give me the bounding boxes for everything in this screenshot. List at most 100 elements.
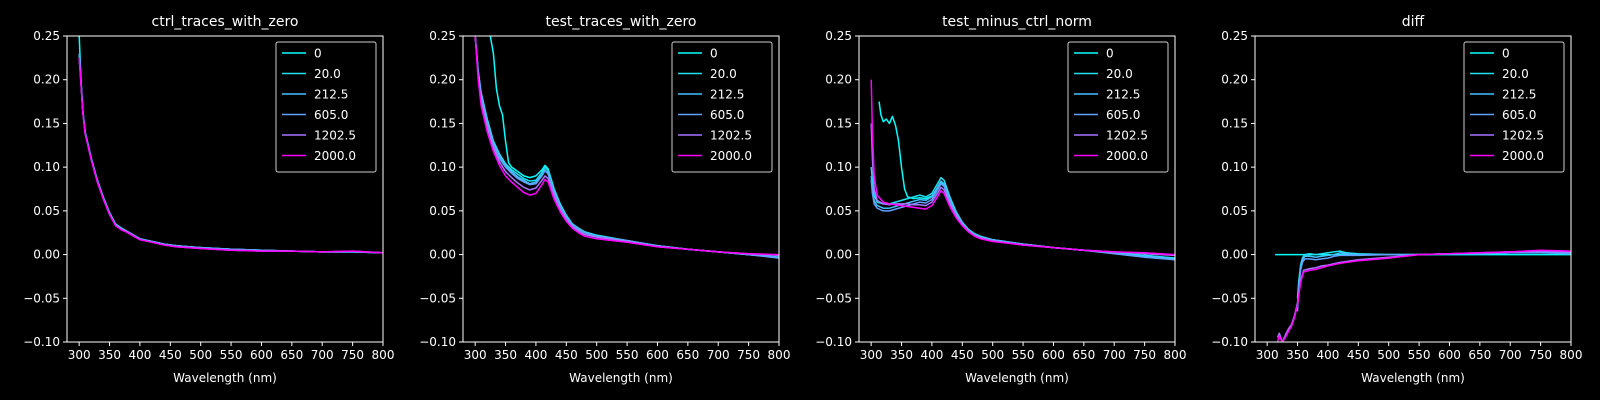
y-tick-label: 0.05	[825, 204, 852, 218]
x-tick-label: 750	[341, 348, 364, 362]
x-tick-label: 500	[1377, 348, 1400, 362]
y-tick-label: 0.15	[1221, 116, 1248, 130]
y-tick-label: −0.10	[419, 335, 456, 349]
subplot-3: 300 350 400 450 500 550 600 650 700 750 800 −0.10 −0…	[1211, 14, 1582, 385]
legend-entry: 212.5	[314, 88, 348, 102]
legend-box	[671, 41, 773, 173]
legend-entry: 0	[1106, 47, 1114, 61]
x-tick-label: 450	[1347, 348, 1370, 362]
y-tick-label: 0.25	[825, 29, 852, 43]
legend: 0 20.0 212.5 605.0 1202.5 2000.0	[275, 41, 377, 173]
y-tick-label: 0.05	[429, 204, 456, 218]
y-tick-label: 0.20	[1221, 73, 1248, 87]
y-tick-label: −0.05	[419, 291, 456, 305]
legend-entry: 2000.0	[710, 149, 752, 163]
x-tick-label: 700	[1499, 348, 1522, 362]
x-tick-label: 450	[555, 348, 578, 362]
x-tick-label: 400	[128, 348, 151, 362]
chart-title: test_minus_ctrl_norm	[942, 14, 1092, 30]
x-tick-label: 550	[1408, 348, 1431, 362]
x-tick-label: 800	[1560, 348, 1583, 362]
chart-title: ctrl_traces_with_zero	[152, 14, 299, 30]
x-tick-label: 550	[616, 348, 639, 362]
y-tick-label: −0.10	[23, 335, 60, 349]
x-tick-label: 800	[372, 348, 395, 362]
x-tick-label: 700	[707, 348, 730, 362]
y-tick-label: 0.20	[429, 73, 456, 87]
x-tick-label: 500	[585, 348, 608, 362]
x-tick-label: 600	[1042, 348, 1065, 362]
series-line-2000-0	[870, 79, 1175, 256]
subplot-2: 300 350 400 450 500 550 600 650 700 750 800 −0.10 −0…	[815, 14, 1186, 385]
y-tick-label: 0.15	[825, 116, 852, 130]
y-tick-label: 0.05	[33, 204, 60, 218]
x-tick-label: 400	[920, 348, 943, 362]
legend-entry: 212.5	[1502, 88, 1536, 102]
legend-entry: 20.0	[1502, 67, 1529, 81]
x-tick-label: 650	[676, 348, 699, 362]
legend: 0 20.0 212.5 605.0 1202.5 2000.0	[1067, 41, 1169, 173]
y-tick-label: 0.10	[429, 160, 456, 174]
x-tick-label: 750	[737, 348, 760, 362]
x-tick-label: 700	[311, 348, 334, 362]
y-tick-label: 0.00	[33, 248, 60, 262]
legend-entry: 212.5	[1106, 88, 1140, 102]
series-group	[78, 36, 383, 254]
axes-frame	[462, 35, 780, 343]
x-axis-label: Wavelength (nm)	[173, 371, 277, 385]
subplots-layer: 300 350 400 450 500 550 600 650 700 750 800 −0.10 −0…	[23, 14, 1582, 385]
y-tick-label: −0.05	[23, 291, 60, 305]
y-tick-label: 0.00	[1221, 248, 1248, 262]
chart-title: diff	[1402, 14, 1425, 30]
y-tick-label: 0.20	[825, 73, 852, 87]
subplot-0: 300 350 400 450 500 550 600 650 700 750 800 −0.10 −0…	[23, 14, 394, 385]
y-tick-label: 0.10	[825, 160, 852, 174]
series-line-605-0	[474, 36, 779, 259]
y-tick-label: 0.05	[1221, 204, 1248, 218]
axes-frame	[66, 35, 384, 343]
legend-box	[1463, 41, 1565, 173]
series-group	[870, 79, 1175, 261]
x-tick-label: 500	[189, 348, 212, 362]
x-tick-label: 300	[68, 348, 91, 362]
x-tick-label: 600	[250, 348, 273, 362]
series-group	[474, 36, 779, 259]
x-tick-label: 500	[981, 348, 1004, 362]
legend-entry: 1202.5	[1106, 129, 1148, 143]
y-tick-label: −0.05	[1211, 291, 1248, 305]
x-tick-label: 600	[646, 348, 669, 362]
legend-entry: 0	[314, 47, 322, 61]
legend-entry: 20.0	[1106, 67, 1133, 81]
legend-entry: 605.0	[1502, 108, 1536, 122]
x-axis-label: Wavelength (nm)	[569, 371, 673, 385]
legend-entry: 1202.5	[710, 129, 752, 143]
legend-entry: 20.0	[710, 67, 737, 81]
x-tick-label: 350	[494, 348, 517, 362]
y-tick-label: 0.20	[33, 73, 60, 87]
subplot-1: 300 350 400 450 500 550 600 650 700 750 800 −0.10 −0…	[419, 14, 790, 385]
x-tick-label: 300	[464, 348, 487, 362]
axes-frame	[858, 35, 1176, 343]
x-tick-label: 700	[1103, 348, 1126, 362]
x-tick-label: 650	[1072, 348, 1095, 362]
chart-title: test_traces_with_zero	[546, 14, 697, 30]
y-tick-label: 0.00	[825, 248, 852, 262]
legend-entry: 20.0	[314, 67, 341, 81]
x-tick-label: 300	[1256, 348, 1279, 362]
x-tick-label: 450	[159, 348, 182, 362]
axes-frame	[1254, 35, 1572, 343]
legend-entry: 605.0	[314, 108, 348, 122]
x-tick-label: 600	[1438, 348, 1461, 362]
x-tick-label: 350	[98, 348, 121, 362]
y-tick-label: 0.15	[33, 116, 60, 130]
legend-entry: 0	[1502, 47, 1510, 61]
legend-entry: 212.5	[710, 88, 744, 102]
x-tick-label: 450	[951, 348, 974, 362]
y-tick-label: 0.25	[33, 29, 60, 43]
y-tick-label: −0.10	[1211, 335, 1248, 349]
x-tick-label: 300	[860, 348, 883, 362]
y-tick-label: −0.10	[815, 335, 852, 349]
x-tick-label: 400	[1316, 348, 1339, 362]
legend: 0 20.0 212.5 605.0 1202.5 2000.0	[1463, 41, 1565, 173]
